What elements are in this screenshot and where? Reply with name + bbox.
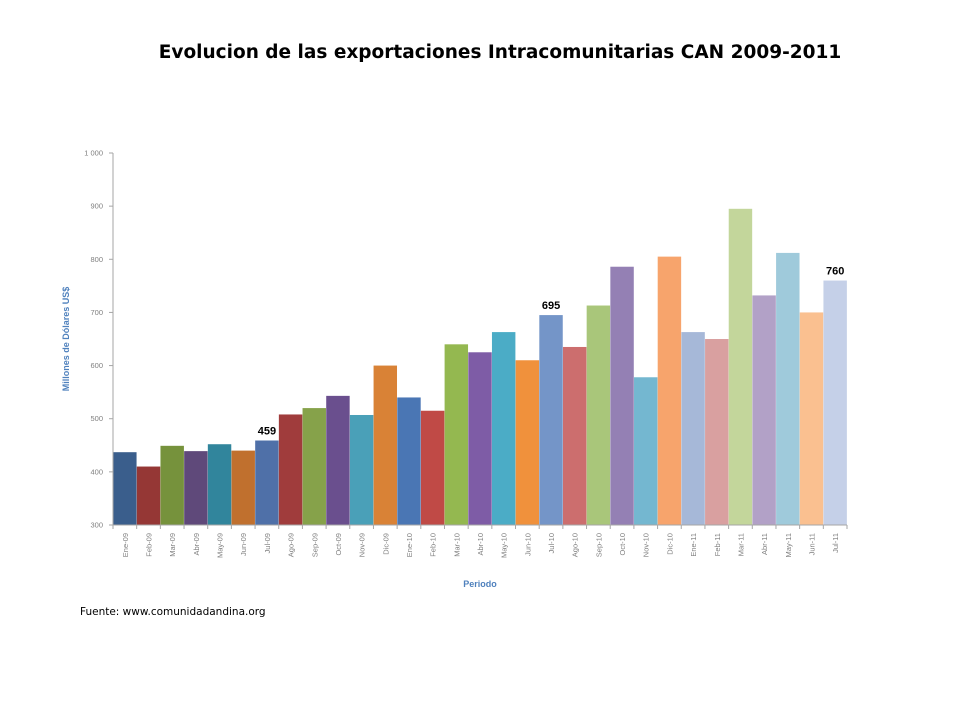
bar-nov-09 (349, 414, 374, 525)
x-tick-label: Mar-10 (452, 533, 461, 557)
bar-sep-10 (586, 305, 611, 525)
bar-mar-10 (444, 344, 469, 525)
bar-abr-09 (184, 451, 208, 525)
x-tick-label: Sep-10 (594, 533, 603, 557)
y-tick-label: 1 000 (84, 149, 103, 158)
y-tick-label: 800 (90, 255, 103, 264)
bar-feb-10 (420, 410, 445, 525)
bar-oct-09 (326, 395, 350, 525)
x-tick-label: Dic-09 (381, 533, 390, 555)
x-tick-label: Jun-09 (239, 533, 248, 556)
x-tick-label: Ago-10 (571, 533, 580, 557)
data-labels: 459 695 760 (258, 266, 845, 438)
bar-sep-09 (302, 408, 326, 525)
data-label: 760 (826, 266, 844, 278)
x-tick-label: Dic-10 (665, 533, 674, 555)
x-tick-label: Nov-10 (642, 533, 651, 557)
x-tick-label: Abr-11 (760, 533, 769, 555)
x-tick-label: Jun-11 (807, 533, 816, 555)
x-tick-label: Oct-10 (618, 533, 627, 556)
bar-feb-09 (136, 466, 161, 525)
bar-jul-09 (255, 440, 279, 525)
bar-may-09 (207, 444, 232, 525)
bar-feb-11 (705, 339, 729, 525)
y-tick-label: 500 (90, 414, 103, 423)
x-tick-label: May-09 (216, 533, 225, 558)
bar-mar-09 (160, 445, 184, 525)
x-tick-label: Jul-09 (263, 533, 272, 553)
x-tick-label: Abr-09 (192, 533, 201, 556)
bar-jul-11 (823, 280, 847, 525)
x-tick-label: Sep-09 (310, 533, 319, 557)
x-tick-label: Feb-11 (713, 533, 722, 556)
x-tick-label: Nov-09 (358, 533, 367, 557)
y-axis-title: Millones de Dólares US$ (61, 287, 71, 392)
bar-ene-10 (397, 397, 421, 525)
x-tick-label: Ene-11 (689, 533, 698, 557)
x-axis-ticks: Ene-09 Feb-09 Mar-09 Abr-09 May-09 Jun-09 Jul-… (112, 525, 848, 558)
bar-jul-10 (539, 315, 563, 525)
x-tick-label: May-10 (500, 533, 509, 558)
y-tick-label: 600 (90, 361, 103, 370)
x-axis-title: Periodo (463, 579, 497, 589)
y-tick-label: 300 (90, 521, 103, 530)
bar-oct-10 (610, 266, 634, 525)
x-tick-label: Jul-11 (831, 533, 840, 553)
x-tick-label: Feb-09 (145, 533, 154, 557)
data-label: 695 (542, 300, 560, 312)
bar-ene-09 (113, 452, 137, 525)
page-title: Evolucion de las exportaciones Intracomu… (158, 42, 842, 63)
bar-ago-10 (562, 346, 587, 525)
x-tick-label: Jun-10 (523, 533, 532, 556)
bar-mar-11 (728, 208, 753, 526)
bar-may-10 (491, 332, 516, 525)
y-axis-ticks: 300 400 500 600 700 800 900 1 000 (84, 149, 113, 530)
chart-bars (113, 208, 847, 526)
x-tick-label: Mar-11 (736, 533, 745, 556)
bar-jun-11 (799, 312, 824, 525)
x-tick-label: Mar-09 (168, 533, 177, 557)
x-tick-label: Ago-09 (287, 533, 296, 557)
y-tick-label: 400 (90, 467, 103, 476)
data-label: 459 (258, 426, 276, 438)
x-tick-label: Ene-10 (405, 533, 414, 557)
bar-abr-11 (752, 295, 776, 525)
x-tick-label: Ene-09 (121, 533, 130, 557)
bar-dic-10 (657, 256, 682, 525)
bar-abr-10 (468, 352, 492, 525)
bar-ene-11 (681, 332, 705, 525)
x-tick-label: Jul-10 (547, 533, 556, 553)
bar-ago-09 (278, 414, 303, 525)
source-note: Fuente: www.comunidadandina.org (80, 606, 266, 618)
bar-jun-10 (515, 360, 540, 525)
bar-nov-10 (634, 377, 658, 525)
bar-jun-09 (231, 450, 255, 525)
x-tick-label: May-11 (784, 533, 793, 557)
bar-dic-09 (373, 365, 398, 525)
y-tick-label: 700 (90, 308, 103, 317)
x-tick-label: Feb-10 (429, 533, 438, 557)
x-tick-label: Oct-09 (334, 533, 343, 556)
x-tick-label: Abr-10 (476, 533, 485, 556)
y-tick-label: 900 (90, 202, 103, 211)
bar-may-11 (776, 252, 800, 525)
